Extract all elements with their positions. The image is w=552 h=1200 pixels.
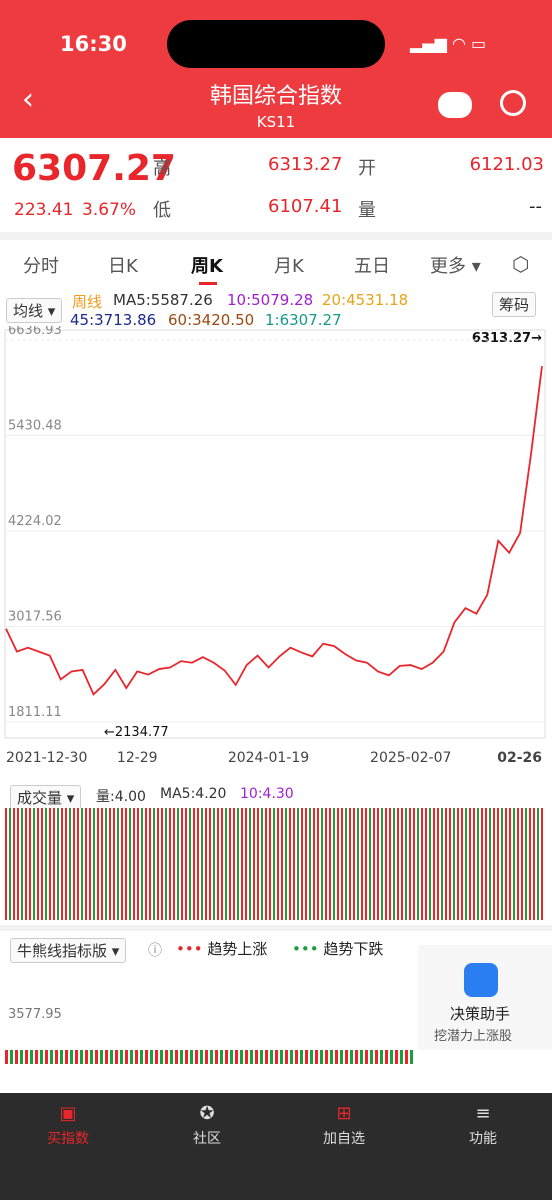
volume-value: -- (529, 196, 542, 217)
change: 223.41 (14, 200, 74, 220)
max-label: 6313.27→ (472, 331, 542, 346)
ma-label: 20:4531.18 (322, 291, 409, 309)
high: 6313.27 (268, 154, 343, 175)
low: 6107.41 (268, 196, 343, 217)
tab[interactable]: 五日 (354, 256, 390, 277)
tab-underline (199, 282, 217, 285)
notch (167, 20, 385, 68)
nav-icon: ⊞ (336, 1103, 352, 1124)
x-tick-label: 12-29 (117, 750, 158, 766)
indicator-selector-text: 牛熊线指标版 (17, 942, 108, 960)
search-button[interactable] (500, 90, 526, 116)
tab-more: 更多 (430, 256, 466, 277)
bottom-nav (0, 1093, 552, 1200)
status-time: 16:30 (60, 32, 127, 56)
nav-icon: ▣ (59, 1103, 77, 1124)
indicator-selector[interactable]: 牛熊线指标版 ▾ (10, 938, 127, 963)
nav-item[interactable]: 买指数 (47, 1131, 89, 1147)
ma-selector-text: 均线 (13, 302, 44, 320)
volume-label: 10:4.30 (240, 786, 294, 802)
low-label: 低 (153, 200, 171, 221)
top-bar: 16:30 ▂▄▆ ◠ ▭ ‹ 韩国综合指数 KS11 (0, 0, 552, 138)
nav-icon: ✪ (199, 1103, 215, 1124)
volume-label: 量:4.00 (96, 789, 146, 805)
x-tick-label: 2024-01-19 (228, 750, 309, 766)
ma-label: 10:5079.28 (227, 291, 314, 309)
tab[interactable]: 月K (274, 256, 304, 277)
x-tick-label: 2021-12-30 (6, 750, 87, 766)
open: 6121.03 (469, 154, 544, 175)
tab[interactable]: 日K (108, 256, 138, 277)
tab-active[interactable]: 周K (191, 256, 223, 277)
nav-item[interactable]: 功能 (469, 1131, 497, 1147)
assistant-title: 决策助手 (450, 1005, 511, 1023)
y-tick-label: 1811.11 (8, 705, 62, 720)
price-line (5, 365, 543, 696)
y-tick-label: 4224.02 (8, 514, 62, 529)
indicator-marks (5, 1050, 415, 1064)
divider (0, 232, 552, 240)
y-tick-label: 6636.93 (8, 326, 62, 338)
nav-item[interactable]: 社区 (193, 1131, 221, 1147)
price: 6307.27 (12, 148, 176, 189)
volume-selector-text: 成交量 (17, 789, 63, 807)
indicator-y-label: 3577.95 (8, 1007, 62, 1022)
robot-button[interactable] (438, 92, 472, 118)
back-button[interactable]: ‹ (22, 82, 34, 117)
x-tick-label: 02-26 (497, 750, 542, 766)
ma-label: 60:3420.50 (168, 311, 255, 329)
open-label: 开 (358, 158, 376, 179)
ma-label: 1:6307.27 (265, 311, 342, 329)
period: 周线 (72, 293, 103, 311)
assistant-subtitle: 挖潜力上涨股 (434, 1029, 513, 1044)
nav-icon: ≡ (475, 1103, 491, 1124)
min-label: ←2134.77 (104, 725, 169, 740)
page-code: KS11 (256, 113, 296, 131)
chip-button[interactable]: 筹码 (492, 292, 537, 317)
plot-frame (4, 329, 546, 739)
page-title: 韩国综合指数 (209, 84, 342, 109)
tab[interactable]: 分时 (23, 256, 59, 277)
y-tick-label: 3017.56 (8, 610, 62, 625)
ma-selector[interactable]: 均线 ▾ (6, 298, 63, 323)
kline-chart: 6313.27→ ←2134.77 6636.93 5430.48 4224.02 3… (4, 326, 546, 766)
x-tick-label: 2025-02-07 (370, 750, 451, 766)
assistant-icon (464, 963, 498, 997)
assistant-card[interactable]: 决策助手 挖潜力上涨股 (418, 945, 552, 1050)
ma-label: 45:3713.86 (70, 311, 157, 329)
volume-label: 量 (358, 200, 376, 221)
legend-up-text: 趋势上涨 (207, 940, 268, 958)
help-icon[interactable]: ⓘ (148, 943, 162, 959)
nav-item[interactable]: 加自选 (323, 1131, 365, 1147)
y-tick-label: 5430.48 (8, 418, 62, 433)
volume-label: MA5:4.20 (160, 786, 227, 802)
legend-down-text: 趋势下跌 (323, 940, 384, 958)
volume-selector[interactable]: 成交量 ▾ (10, 785, 82, 810)
status-icons: ▂▄▆ ◠ ▭ (410, 34, 487, 53)
tab[interactable]: 更多 ▾ (430, 256, 481, 277)
settings[interactable]: ⬡ (512, 252, 530, 276)
divider (0, 925, 552, 931)
change-pct: 3.67% (82, 200, 137, 220)
ma-label: MA5:5587.26 (113, 291, 213, 309)
high-label: 高 (153, 158, 171, 179)
legend-up: ••• 趋势上涨 (176, 940, 268, 958)
legend-down: ••• 趋势下跌 (292, 940, 384, 958)
volume-bars (5, 808, 545, 920)
